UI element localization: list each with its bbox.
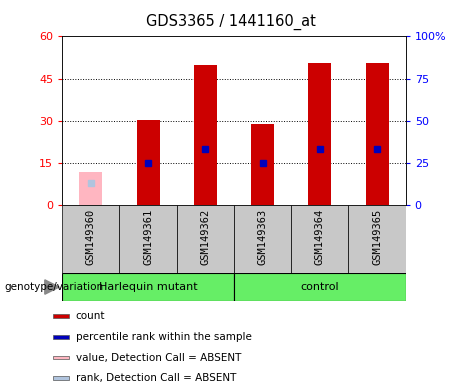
Text: GSM149363: GSM149363 bbox=[258, 209, 267, 265]
Bar bbox=[291, 205, 349, 273]
Bar bbox=[53, 335, 69, 339]
Text: genotype/variation: genotype/variation bbox=[5, 282, 104, 292]
Text: percentile rank within the sample: percentile rank within the sample bbox=[76, 332, 252, 342]
Text: Harlequin mutant: Harlequin mutant bbox=[99, 282, 197, 292]
Bar bbox=[136, 119, 160, 205]
Bar bbox=[234, 273, 406, 301]
Polygon shape bbox=[45, 280, 59, 294]
Bar bbox=[194, 65, 217, 205]
Bar bbox=[177, 205, 234, 273]
Text: GSM149361: GSM149361 bbox=[143, 209, 153, 265]
Text: GSM149362: GSM149362 bbox=[201, 209, 210, 265]
Text: control: control bbox=[301, 282, 339, 292]
Text: GSM149364: GSM149364 bbox=[315, 209, 325, 265]
Text: GSM149365: GSM149365 bbox=[372, 209, 382, 265]
Text: value, Detection Call = ABSENT: value, Detection Call = ABSENT bbox=[76, 353, 241, 362]
Bar bbox=[62, 273, 234, 301]
Text: GSM149360: GSM149360 bbox=[86, 209, 96, 265]
Bar bbox=[62, 205, 119, 273]
Bar bbox=[366, 63, 389, 205]
Text: count: count bbox=[76, 311, 105, 321]
Bar bbox=[349, 205, 406, 273]
Bar bbox=[251, 124, 274, 205]
Text: rank, Detection Call = ABSENT: rank, Detection Call = ABSENT bbox=[76, 373, 236, 383]
Bar bbox=[308, 63, 331, 205]
Bar bbox=[119, 205, 177, 273]
Bar bbox=[234, 205, 291, 273]
Text: GDS3365 / 1441160_at: GDS3365 / 1441160_at bbox=[146, 13, 315, 30]
Bar bbox=[53, 356, 69, 359]
Bar bbox=[53, 376, 69, 380]
Bar bbox=[79, 172, 102, 205]
Bar bbox=[53, 314, 69, 318]
